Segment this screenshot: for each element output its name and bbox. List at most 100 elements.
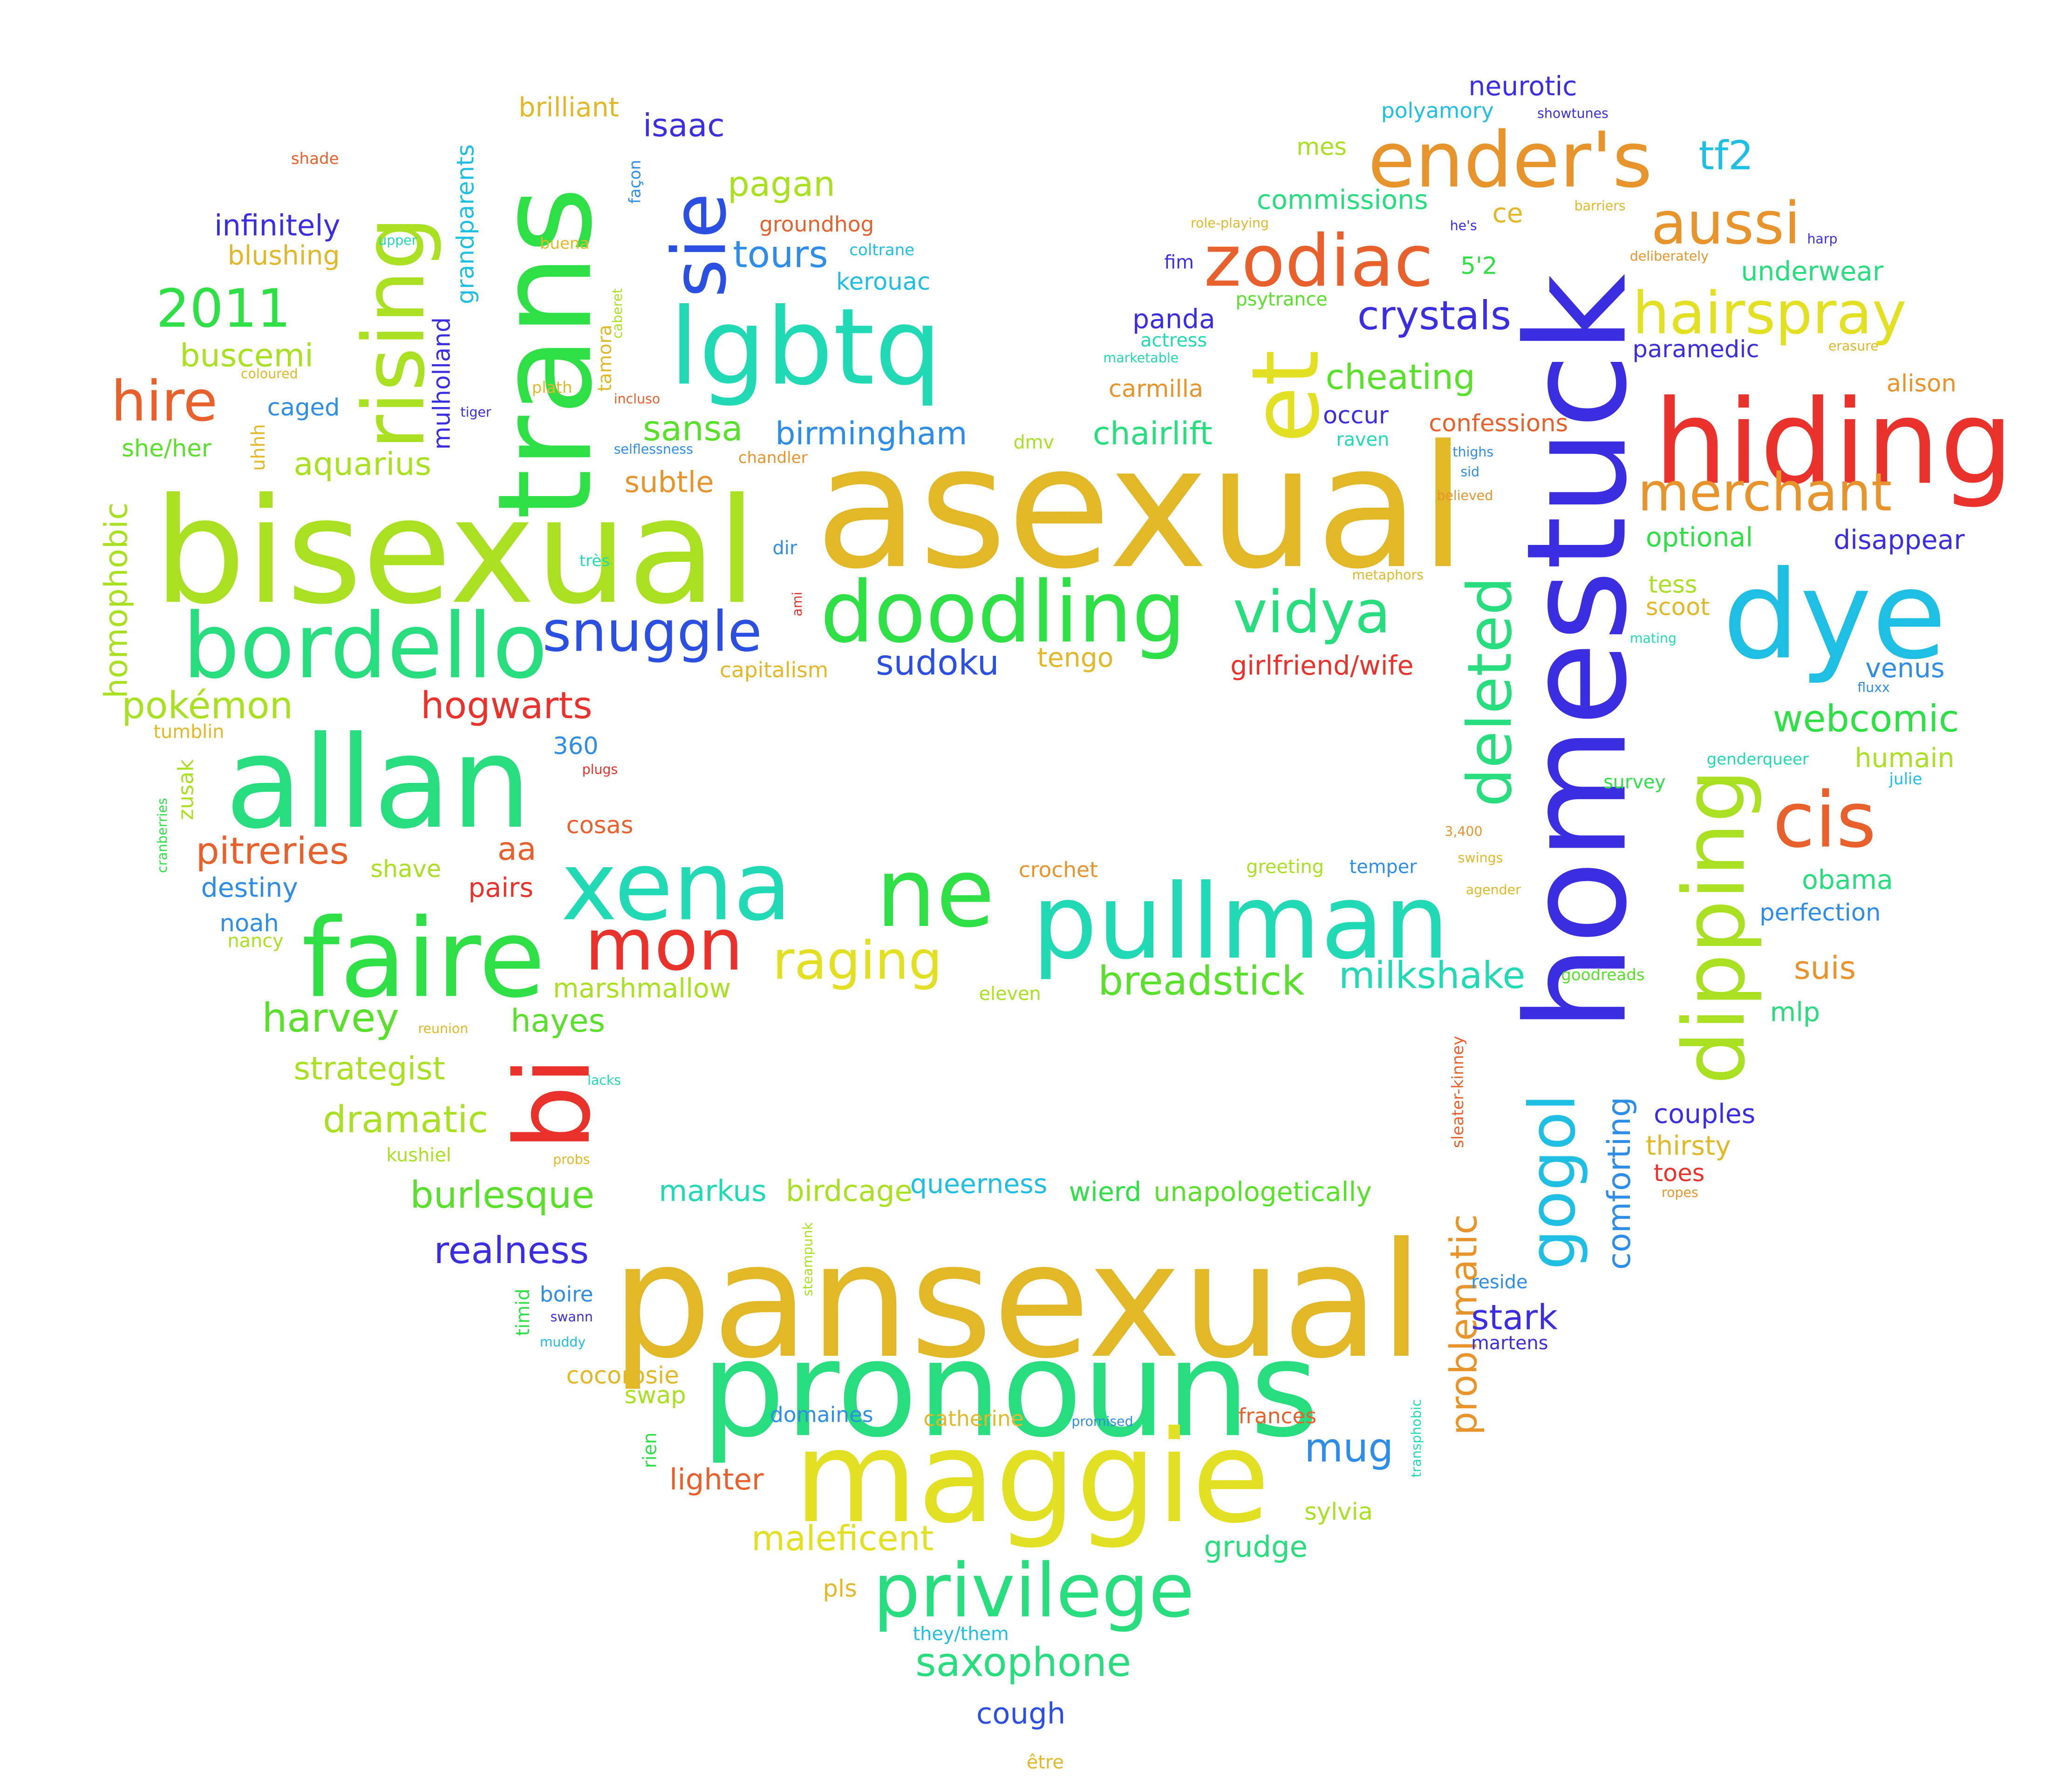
word-cough: cough: [976, 1697, 1065, 1731]
word-paramedic: paramedic: [1633, 336, 1759, 363]
word-venus: venus: [1865, 653, 1944, 684]
word-lgbtq: lgbtq: [669, 286, 942, 409]
word-tess: tess: [1649, 571, 1697, 598]
word-pitreries: pitreries: [196, 829, 349, 873]
word-ropes: ropes: [1662, 1185, 1698, 1200]
word-toes: toes: [1654, 1160, 1704, 1187]
word-mug: mug: [1304, 1425, 1393, 1471]
word-harvey: harvey: [262, 995, 399, 1041]
word-rising: rising: [345, 217, 443, 450]
word-aussi: aussi: [1651, 190, 1800, 258]
word-maleficent: maleficent: [751, 1518, 934, 1558]
word-reside: reside: [1471, 1271, 1527, 1293]
word-erasure: erasure: [1828, 339, 1879, 354]
word-genderqueer: genderqueer: [1707, 750, 1809, 769]
word-psytrance: psytrance: [1236, 289, 1328, 310]
word-tours: tours: [733, 233, 828, 276]
word-comforting: comforting: [1601, 1097, 1638, 1270]
word-cranberries: cranberries: [155, 798, 170, 873]
word-buena: buena: [540, 234, 590, 253]
word-agender: agender: [1466, 882, 1521, 897]
word-zusak: zusak: [174, 759, 198, 820]
word-domaines: domaines: [770, 1402, 873, 1427]
word-grudge: grudge: [1204, 1530, 1308, 1564]
word-buscemi: buscemi: [180, 338, 314, 374]
word-trans: trans: [470, 187, 621, 520]
word-harp: harp: [1807, 231, 1837, 247]
word-humain: humain: [1855, 743, 1955, 774]
word-cosas: cosas: [566, 812, 634, 839]
word-queerness: queerness: [910, 1169, 1047, 1200]
word-problematic: problematic: [1442, 1214, 1485, 1435]
word-pagan: pagan: [728, 164, 835, 204]
word-vidya: vidya: [1233, 579, 1391, 646]
word-neurotic: neurotic: [1468, 71, 1577, 102]
word-aquarius: aquarius: [293, 446, 431, 483]
word-hire: hire: [111, 369, 218, 434]
word-subtle: subtle: [624, 465, 714, 499]
word-hiding: hiding: [1654, 375, 2014, 510]
word-bi: bi: [493, 1057, 613, 1151]
word-pok-mon: pokémon: [122, 684, 293, 727]
word-rien: rien: [640, 1432, 661, 1468]
word-realness: realness: [434, 1229, 589, 1272]
word-dye: dye: [1723, 544, 1947, 686]
word-bordello: bordello: [183, 594, 548, 699]
word-sie: sie: [656, 193, 743, 298]
word-commissions: commissions: [1257, 185, 1428, 216]
word-fim: fim: [1164, 252, 1194, 273]
word-homophobic: homophobic: [98, 503, 135, 699]
word-he-s: he's: [1450, 218, 1477, 233]
word-fluxx: fluxx: [1857, 680, 1889, 695]
word-tumblin: tumblin: [153, 721, 224, 743]
word-sid: sid: [1460, 464, 1479, 479]
word-raven: raven: [1336, 429, 1389, 450]
word-crystals: crystals: [1357, 293, 1511, 339]
word-aa: aa: [498, 831, 537, 868]
word-fa-on: façon: [626, 160, 645, 204]
word-cis: cis: [1773, 775, 1876, 865]
word-grandparents: grandparents: [452, 144, 480, 304]
word-scoot: scoot: [1646, 594, 1710, 621]
word-bisexual: bisexual: [153, 467, 757, 636]
word-occur: occur: [1323, 402, 1389, 429]
word-shade: shade: [291, 150, 339, 168]
word-dmv: dmv: [1013, 432, 1054, 453]
word-pansexual: pansexual: [611, 1209, 1424, 1394]
word-pronouns: pronouns: [701, 1312, 1319, 1466]
word-dir: dir: [773, 537, 797, 559]
word-privilege: privilege: [873, 1547, 1194, 1634]
word-mlp: mlp: [1770, 997, 1820, 1027]
word-ne: ne: [876, 838, 995, 949]
word-promised: promised: [1071, 1414, 1133, 1429]
word-saxophone: saxophone: [915, 1639, 1131, 1686]
word-actress: actress: [1140, 330, 1207, 351]
word-caberet: caberet: [610, 288, 625, 339]
word-deliberately: deliberately: [1630, 248, 1709, 264]
word-nancy: nancy: [227, 930, 283, 952]
word-cocorosie: cocorosie: [566, 1362, 679, 1390]
word-pls: pls: [823, 1575, 857, 1603]
word-metaphors: metaphors: [1352, 567, 1424, 583]
word-360: 360: [553, 733, 599, 760]
word-burlesque: burlesque: [410, 1173, 594, 1217]
word-boire: boire: [540, 1282, 593, 1307]
word-hogwarts: hogwarts: [421, 684, 593, 727]
word-goodreads: goodreads: [1561, 965, 1644, 984]
word-blushing: blushing: [227, 240, 340, 271]
word-doodling: doodling: [820, 563, 1186, 661]
word-pairs: pairs: [468, 873, 533, 904]
word-mulholland: mulholland: [429, 317, 456, 450]
word-stark: stark: [1471, 1298, 1558, 1338]
word-swings: swings: [1458, 850, 1503, 866]
word-unapologetically: unapologetically: [1153, 1177, 1371, 1208]
word-polyamory: polyamory: [1381, 98, 1494, 123]
word-optional: optional: [1646, 522, 1753, 553]
word-role-playing: role-playing: [1191, 215, 1269, 231]
word-reunion: reunion: [418, 1021, 468, 1036]
word-upper: upper: [378, 232, 417, 248]
word-incluso: incluso: [614, 391, 661, 407]
word-mon: mon: [585, 904, 743, 987]
word-timid: timid: [512, 1289, 534, 1336]
